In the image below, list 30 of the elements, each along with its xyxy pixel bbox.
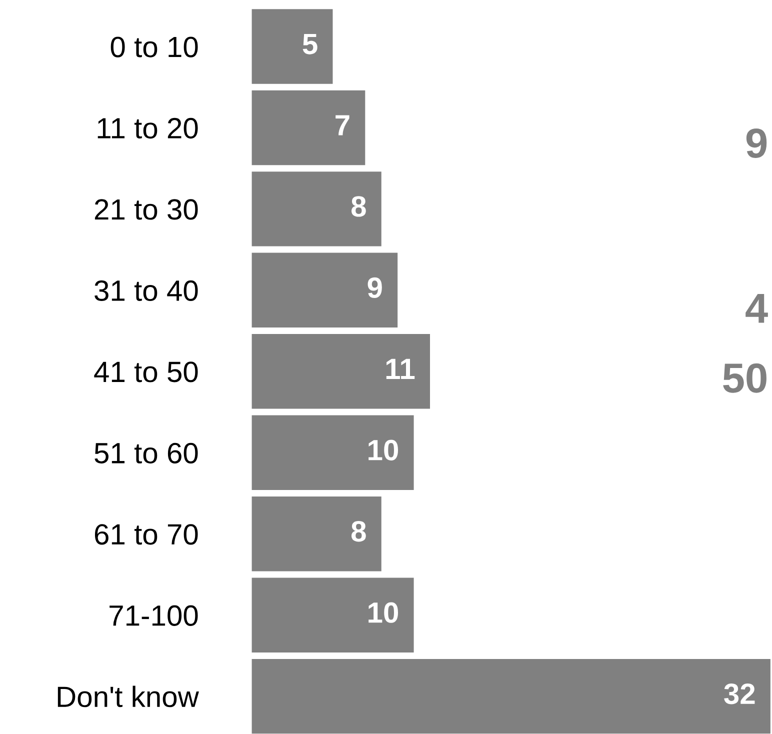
data-label: 10: [368, 440, 398, 460]
data-label: 10: [368, 602, 398, 623]
data-label: 11: [386, 358, 415, 379]
data-label: 9: [368, 277, 382, 298]
y-tick-label: 11 to 20: [98, 118, 198, 139]
annotation: 50: [723, 363, 766, 393]
data-label: 8: [351, 521, 366, 542]
bar: [252, 90, 366, 166]
y-tick-label: 41 to 50: [94, 362, 198, 382]
y-tick-label: Don't know: [58, 686, 199, 708]
data-label: 7: [336, 115, 350, 136]
bar: [252, 252, 398, 328]
y-tick-label: 0 to 10: [110, 36, 198, 58]
y-tick-label: 31 to 40: [94, 280, 198, 302]
bar: [252, 578, 414, 652]
y-tick-label: 51 to 60: [94, 442, 198, 464]
annotation: 9: [746, 128, 767, 158]
data-label: 5: [302, 34, 318, 54]
y-tick-label: 61 to 70: [94, 524, 198, 545]
bar: [252, 9, 333, 84]
bar: [252, 415, 414, 490]
y-tick-label: 21 to 30: [94, 199, 198, 220]
data-label: 32: [724, 683, 755, 704]
bar: [252, 334, 430, 409]
bar: [252, 658, 770, 734]
y-tick-label: 71-100: [110, 605, 198, 626]
data-label: 8: [351, 196, 366, 217]
bar: [252, 172, 382, 246]
bar: [252, 496, 382, 572]
annotation: 4: [746, 294, 768, 323]
